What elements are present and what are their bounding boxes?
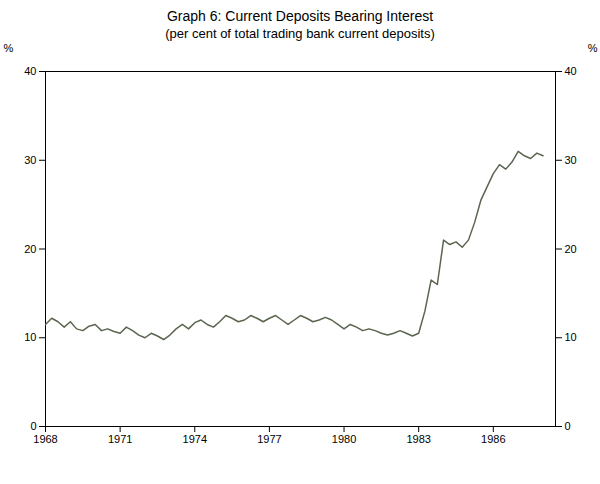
svg-text:1968: 1968	[33, 433, 57, 445]
svg-text:10: 10	[565, 331, 577, 343]
svg-text:%: %	[588, 42, 598, 54]
svg-text:30: 30	[24, 154, 36, 166]
svg-text:30: 30	[565, 154, 577, 166]
svg-text:1974: 1974	[183, 433, 207, 445]
html-text:(per cent of total trading ban: (per cent of total trading bank current …	[165, 26, 435, 41]
svg-text:0: 0	[30, 420, 36, 432]
svg-text:0: 0	[565, 420, 571, 432]
svg-text:20: 20	[24, 243, 36, 255]
svg-text:10: 10	[24, 331, 36, 343]
svg-text:20: 20	[565, 243, 577, 255]
svg-text:40: 40	[565, 65, 577, 77]
svg-text:40: 40	[24, 65, 36, 77]
svg-text:1983: 1983	[406, 433, 430, 445]
svg-text:1980: 1980	[332, 433, 356, 445]
svg-text:1986: 1986	[481, 433, 505, 445]
svg-text:%: %	[4, 42, 14, 54]
svg-text:1971: 1971	[108, 433, 132, 445]
svg-text:1977: 1977	[257, 433, 281, 445]
html-text:Graph 6: Current Deposits Bear: Graph 6: Current Deposits Bearing Intere…	[166, 8, 434, 24]
